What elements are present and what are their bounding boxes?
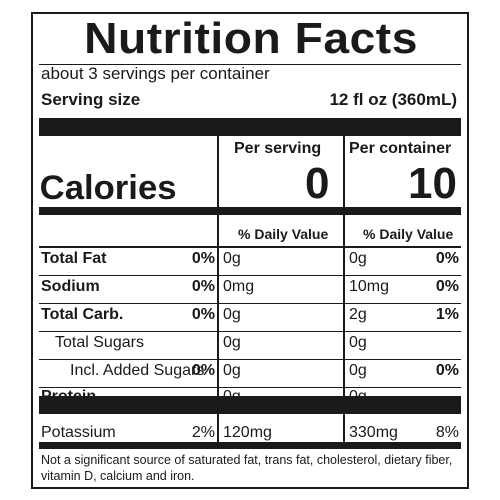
row-divider <box>39 303 461 304</box>
serving-amount: 0g <box>223 306 241 323</box>
footnote: Not a significant source of saturated fa… <box>41 453 453 483</box>
nutrient-name: Sodium <box>41 278 100 295</box>
per-serving-header: Per serving <box>234 140 322 157</box>
serving-amount: 0g <box>223 362 241 379</box>
container-amount: 2g <box>349 306 367 323</box>
thick-divider-top <box>39 118 461 136</box>
daily-value-divider <box>39 246 461 248</box>
container-daily-value: 0% <box>435 278 459 295</box>
container-amount: 10mg <box>349 278 390 295</box>
label-title: Nutrition Facts <box>84 14 418 63</box>
column-divider-1 <box>217 136 219 444</box>
calories-label: Calories <box>39 169 177 207</box>
serving-amount: 120mg <box>223 424 272 441</box>
daily-value-header-serving: % Daily Value <box>238 226 329 242</box>
container-daily-value: 1% <box>435 306 459 323</box>
container-amount: 330mg <box>349 424 398 441</box>
row-divider <box>39 387 461 388</box>
container-daily-value: 0% <box>435 362 459 379</box>
servings-per-container: about 3 servings per container <box>41 64 270 83</box>
serving-amount: 0g <box>223 250 241 267</box>
thick-divider-bottom <box>39 442 461 449</box>
title-divider <box>39 64 461 65</box>
nutrition-facts-label: Nutrition Facts about 3 servings per con… <box>31 12 469 489</box>
per-container-header: Per container <box>349 140 452 157</box>
container-daily-value: 8% <box>435 424 459 441</box>
row-divider <box>39 359 461 360</box>
row-divider <box>39 331 461 332</box>
nutrient-name: Potassium <box>41 424 116 441</box>
nutrient-name: Total Sugars <box>55 334 144 351</box>
calories-per-container: 10 <box>408 159 457 208</box>
serving-daily-value: 0% <box>191 250 215 267</box>
thick-divider-calories <box>39 207 461 215</box>
serving-daily-value: 0% <box>191 306 215 323</box>
calories-per-serving: 0 <box>305 159 330 208</box>
serving-daily-value: 0% <box>191 362 215 379</box>
column-divider-2 <box>343 136 345 444</box>
nutrient-name: Incl. Added Sugars <box>70 362 205 379</box>
container-amount: 0g <box>349 250 367 267</box>
nutrient-name: Total Carb. <box>41 306 124 323</box>
serving-amount: 0mg <box>223 278 255 295</box>
serving-size-value: 12 fl oz (360mL) <box>329 90 457 109</box>
container-amount: 0g <box>349 362 367 379</box>
serving-size-label: Serving size <box>41 90 141 109</box>
serving-daily-value: 2% <box>191 424 215 441</box>
daily-value-header-container: % Daily Value <box>363 226 454 242</box>
thick-divider-protein <box>39 396 461 414</box>
nutrient-name: Total Fat <box>41 250 107 267</box>
serving-amount: 0g <box>223 334 241 351</box>
serving-daily-value: 0% <box>191 278 215 295</box>
row-divider <box>39 275 461 276</box>
container-amount: 0g <box>349 334 367 351</box>
container-daily-value: 0% <box>435 250 459 267</box>
